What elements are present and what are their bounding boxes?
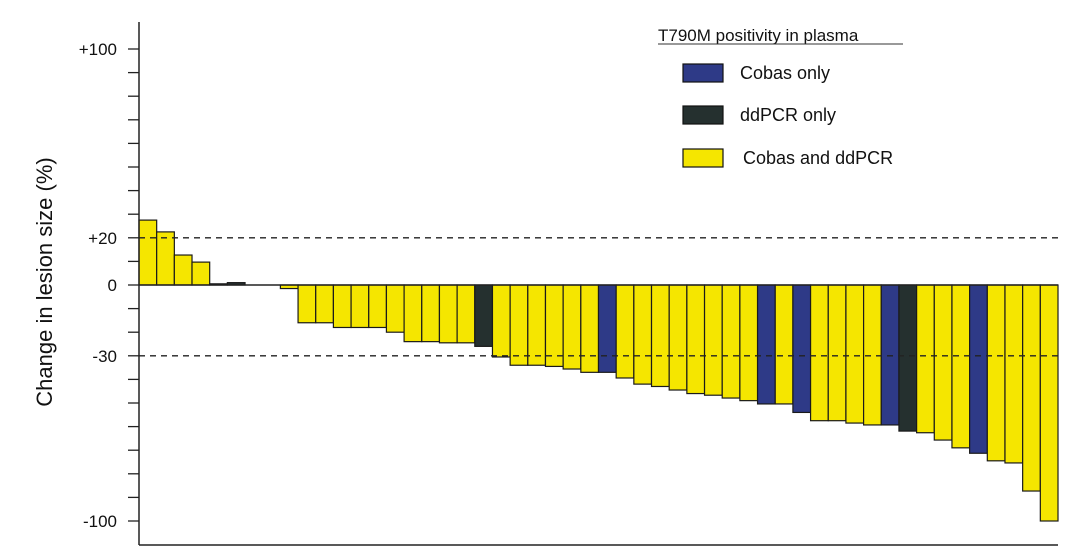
legend-swatch-B xyxy=(682,63,724,83)
bar-52 xyxy=(1039,284,1059,522)
bar-21 xyxy=(491,284,511,358)
bars-group xyxy=(138,219,1059,522)
bar-31 xyxy=(668,284,688,391)
bar-26 xyxy=(580,284,600,373)
bar-44 xyxy=(898,284,918,432)
bar-2 xyxy=(156,231,175,286)
bar-28 xyxy=(615,284,635,379)
y-tick-label: 0 xyxy=(108,276,117,295)
bar-17 xyxy=(421,284,441,343)
bar-15 xyxy=(385,284,405,333)
bar-32 xyxy=(686,284,706,395)
bar-43 xyxy=(880,284,900,426)
bar-12 xyxy=(332,284,352,329)
y-tick-label: +20 xyxy=(88,229,117,248)
bar-45 xyxy=(916,284,935,434)
bar-1 xyxy=(138,219,158,286)
bar-22 xyxy=(509,284,529,366)
bar-33 xyxy=(703,284,723,396)
bar-11 xyxy=(315,284,335,324)
bar-50 xyxy=(1004,284,1024,464)
bar-41 xyxy=(845,284,865,424)
bar-46 xyxy=(933,284,953,441)
bar-38 xyxy=(792,284,812,414)
bar-19 xyxy=(456,284,476,344)
bar-24 xyxy=(544,284,564,368)
bar-39 xyxy=(809,284,829,422)
bar-40 xyxy=(827,284,847,422)
bar-14 xyxy=(368,284,388,329)
bar-42 xyxy=(862,284,882,426)
bar-29 xyxy=(633,284,653,385)
legend-label: Cobas only xyxy=(740,63,830,83)
legend-label: Cobas and ddPCR xyxy=(743,148,893,168)
bar-36 xyxy=(756,284,776,405)
bar-35 xyxy=(739,284,759,402)
bar-18 xyxy=(438,284,458,344)
legend-label: ddPCR only xyxy=(740,105,836,125)
bar-34 xyxy=(721,284,741,399)
legend-swatch-Y xyxy=(682,148,724,168)
y-tick-label: +100 xyxy=(79,40,117,59)
bar-37 xyxy=(774,284,794,405)
y-tick-label: -100 xyxy=(83,512,117,531)
y-axis-label: Change in lesion size (%) xyxy=(32,157,57,406)
legend-title: T790M positivity in plasma xyxy=(658,26,859,45)
legend-swatch-D xyxy=(682,105,724,125)
bar-4 xyxy=(191,261,211,286)
bar-51 xyxy=(1022,284,1041,492)
bar-16 xyxy=(403,284,423,343)
bar-48 xyxy=(969,284,988,454)
bar-20 xyxy=(474,284,494,347)
bar-30 xyxy=(650,284,670,388)
bar-49 xyxy=(986,284,1006,462)
legend: T790M positivity in plasma Cobas only ddP… xyxy=(658,26,903,168)
bar-47 xyxy=(951,284,971,449)
bar-10 xyxy=(297,284,317,324)
bar-3 xyxy=(173,254,193,286)
bar-13 xyxy=(350,284,370,329)
bar-23 xyxy=(527,284,547,366)
bar-27 xyxy=(597,284,617,373)
y-tick-label: -30 xyxy=(92,347,117,366)
y-axis: +100 +20 0 -30 -100 xyxy=(79,22,1058,546)
